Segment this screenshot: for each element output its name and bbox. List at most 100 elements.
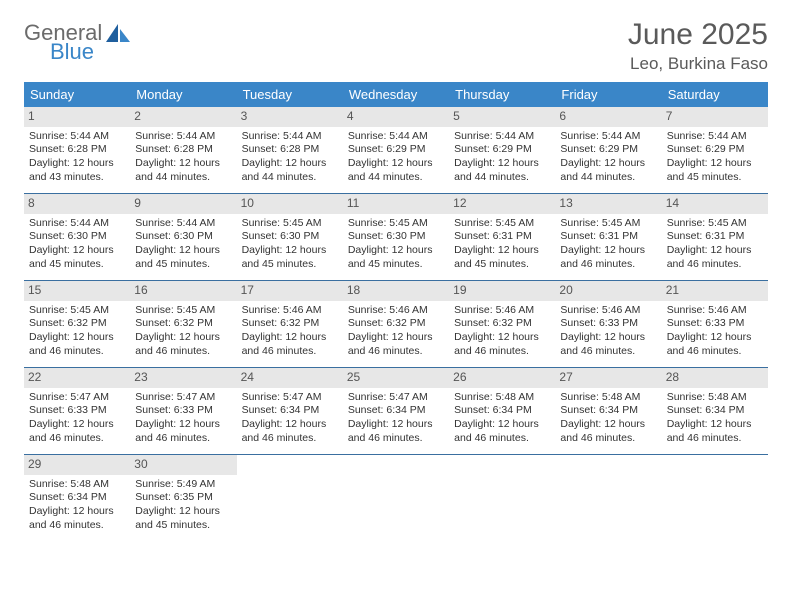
day-cell: 26Sunrise: 5:48 AMSunset: 6:34 PMDayligh… [449,368,555,454]
day-of-week-header: Sunday [24,82,130,107]
day-number: 13 [555,194,661,214]
day-cell: 18Sunrise: 5:46 AMSunset: 6:32 PMDayligh… [343,281,449,367]
day-number: 17 [237,281,343,301]
daylight-line-1: Daylight: 12 hours [241,244,339,258]
week-row: 29Sunrise: 5:48 AMSunset: 6:34 PMDayligh… [24,455,768,541]
daylight-line-1: Daylight: 12 hours [241,418,339,432]
daylight-line-1: Daylight: 12 hours [666,244,764,258]
day-cell: 30Sunrise: 5:49 AMSunset: 6:35 PMDayligh… [130,455,236,541]
day-cell: 27Sunrise: 5:48 AMSunset: 6:34 PMDayligh… [555,368,661,454]
sunset-line: Sunset: 6:35 PM [134,491,232,505]
sunrise-line: Sunrise: 5:46 AM [347,304,445,318]
daylight-line-2: and 46 minutes. [241,345,339,359]
daylight-line-1: Daylight: 12 hours [559,244,657,258]
day-cell: 15Sunrise: 5:45 AMSunset: 6:32 PMDayligh… [24,281,130,367]
day-cell: 9Sunrise: 5:44 AMSunset: 6:30 PMDaylight… [130,194,236,280]
day-number: 7 [662,107,768,127]
day-number: 29 [24,455,130,475]
sunrise-line: Sunrise: 5:44 AM [666,130,764,144]
daylight-line-2: and 46 minutes. [28,432,126,446]
daylight-line-1: Daylight: 12 hours [134,157,232,171]
daylight-line-2: and 45 minutes. [134,258,232,272]
daylight-line-1: Daylight: 12 hours [666,157,764,171]
daylight-line-2: and 46 minutes. [134,345,232,359]
day-number: 16 [130,281,236,301]
day-cell: 19Sunrise: 5:46 AMSunset: 6:32 PMDayligh… [449,281,555,367]
daylight-line-1: Daylight: 12 hours [347,157,445,171]
sunrise-line: Sunrise: 5:48 AM [559,391,657,405]
day-of-week-header: Saturday [662,82,768,107]
sunrise-line: Sunrise: 5:47 AM [28,391,126,405]
week-row: 8Sunrise: 5:44 AMSunset: 6:30 PMDaylight… [24,194,768,281]
sunset-line: Sunset: 6:29 PM [453,143,551,157]
daylight-line-1: Daylight: 12 hours [559,331,657,345]
sunset-line: Sunset: 6:34 PM [453,404,551,418]
daylight-line-2: and 46 minutes. [347,345,445,359]
sunrise-line: Sunrise: 5:48 AM [28,478,126,492]
day-of-week-header: Wednesday [343,82,449,107]
daylight-line-1: Daylight: 12 hours [666,331,764,345]
sunset-line: Sunset: 6:34 PM [559,404,657,418]
sunrise-line: Sunrise: 5:46 AM [559,304,657,318]
daylight-line-2: and 46 minutes. [28,345,126,359]
daylight-line-2: and 45 minutes. [134,519,232,533]
day-number: 28 [662,368,768,388]
sunset-line: Sunset: 6:28 PM [28,143,126,157]
calendar-grid: SundayMondayTuesdayWednesdayThursdayFrid… [24,82,768,541]
daylight-line-1: Daylight: 12 hours [453,157,551,171]
daylight-line-2: and 44 minutes. [241,171,339,185]
daylight-line-1: Daylight: 12 hours [28,505,126,519]
daylight-line-1: Daylight: 12 hours [666,418,764,432]
day-of-week-header: Tuesday [237,82,343,107]
empty-cell [343,455,449,541]
sunrise-line: Sunrise: 5:44 AM [134,130,232,144]
week-row: 1Sunrise: 5:44 AMSunset: 6:28 PMDaylight… [24,107,768,194]
sunrise-line: Sunrise: 5:48 AM [666,391,764,405]
day-of-week-header: Monday [130,82,236,107]
day-number: 22 [24,368,130,388]
sunrise-line: Sunrise: 5:45 AM [134,304,232,318]
daylight-line-2: and 44 minutes. [134,171,232,185]
sunset-line: Sunset: 6:28 PM [241,143,339,157]
day-number: 5 [449,107,555,127]
sunset-line: Sunset: 6:34 PM [666,404,764,418]
week-row: 15Sunrise: 5:45 AMSunset: 6:32 PMDayligh… [24,281,768,368]
daylight-line-2: and 46 minutes. [453,345,551,359]
sunrise-line: Sunrise: 5:46 AM [453,304,551,318]
daylight-line-2: and 46 minutes. [559,345,657,359]
title-block: June 2025 Leo, Burkina Faso [628,18,768,74]
sunrise-line: Sunrise: 5:45 AM [241,217,339,231]
daylight-line-1: Daylight: 12 hours [453,331,551,345]
sunset-line: Sunset: 6:32 PM [134,317,232,331]
sunrise-line: Sunrise: 5:44 AM [559,130,657,144]
daylight-line-2: and 46 minutes. [241,432,339,446]
day-cell: 21Sunrise: 5:46 AMSunset: 6:33 PMDayligh… [662,281,768,367]
weeks-container: 1Sunrise: 5:44 AMSunset: 6:28 PMDaylight… [24,107,768,541]
day-number: 25 [343,368,449,388]
sunrise-line: Sunrise: 5:44 AM [241,130,339,144]
logo-text-block: General Blue [24,22,102,63]
day-cell: 24Sunrise: 5:47 AMSunset: 6:34 PMDayligh… [237,368,343,454]
daylight-line-1: Daylight: 12 hours [347,331,445,345]
sunrise-line: Sunrise: 5:48 AM [453,391,551,405]
daylight-line-1: Daylight: 12 hours [28,418,126,432]
day-cell: 28 Sunrise: 5:48 AMSunset: 6:34 PMDayligh… [662,368,768,454]
page-header: General Blue June 2025 Leo, Burkina Faso [24,18,768,74]
daylight-line-2: and 44 minutes. [347,171,445,185]
day-cell: 7 Sunrise: 5:44 AMSunset: 6:29 PMDaylight… [662,107,768,193]
sunset-line: Sunset: 6:33 PM [559,317,657,331]
sunrise-line: Sunrise: 5:44 AM [28,130,126,144]
sunrise-line: Sunrise: 5:45 AM [453,217,551,231]
daylight-line-1: Daylight: 12 hours [347,418,445,432]
sunset-line: Sunset: 6:29 PM [347,143,445,157]
daylight-line-2: and 45 minutes. [666,171,764,185]
daylight-line-1: Daylight: 12 hours [453,244,551,258]
sunset-line: Sunset: 6:32 PM [28,317,126,331]
day-number: 4 [343,107,449,127]
empty-cell [555,455,661,541]
day-number: 15 [24,281,130,301]
empty-cell [449,455,555,541]
day-number: 1 [24,107,130,127]
sunset-line: Sunset: 6:29 PM [666,143,764,157]
sunset-line: Sunset: 6:33 PM [28,404,126,418]
